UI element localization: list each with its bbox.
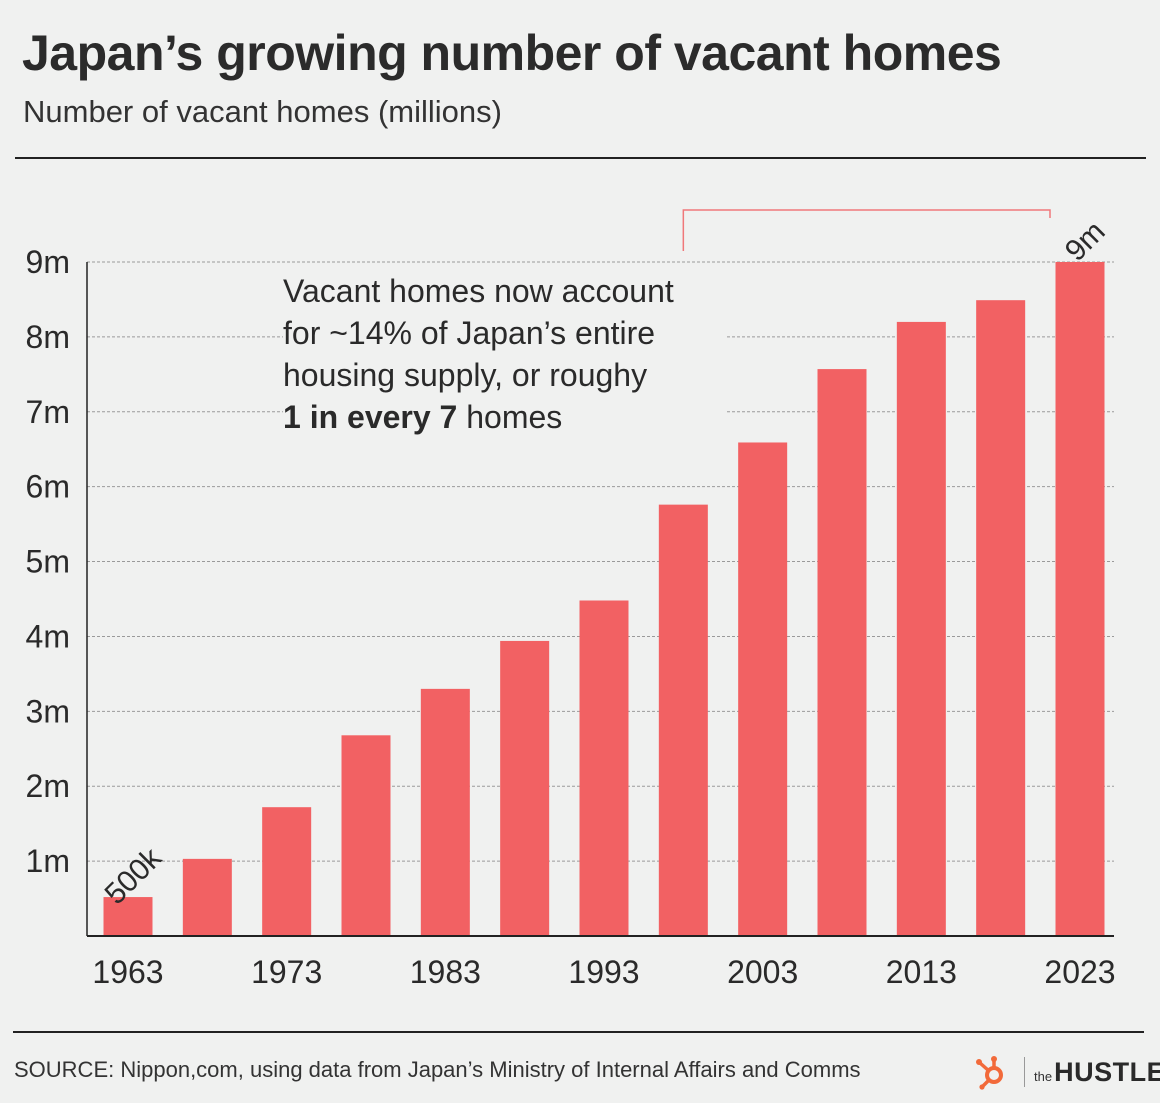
x-tick-label-2003: 2003 [727, 954, 798, 990]
bar-2013 [896, 321, 946, 936]
chart-title: Japan’s growing number of vacant homes [22, 25, 1002, 81]
y-tick-label: 5m [26, 544, 70, 580]
bar-1978 [341, 735, 391, 936]
x-tick-label-1963: 1963 [92, 954, 163, 990]
bar-1963 [103, 897, 153, 936]
hubspot-sprocket-icon [976, 1056, 1003, 1090]
y-tick-label: 4m [26, 618, 70, 654]
data-label-2023: 9m [1059, 215, 1112, 268]
annotation-line-1: Vacant homes now account [283, 273, 674, 309]
bar-2018 [976, 300, 1026, 936]
bar-1998 [658, 504, 708, 936]
y-tick-label: 6m [26, 469, 70, 505]
bar-1993 [579, 600, 629, 936]
y-tick-label: 8m [26, 319, 70, 355]
annotation-bold: 1 in every 7 [283, 399, 458, 435]
y-tick-label: 9m [26, 244, 70, 280]
logo-hustle-text: HUSTLE [1054, 1056, 1160, 1087]
y-tick-label: 2m [26, 768, 70, 804]
annotation-text: Vacant homes now account for ~14% of Jap… [283, 270, 727, 442]
bar-2003 [738, 442, 788, 936]
bar-2023 [1055, 262, 1105, 936]
annotation-bracket [682, 209, 1051, 251]
bar-2008 [817, 369, 867, 936]
brand-logo: the HUSTLE [974, 1052, 1160, 1092]
annotation-line-2: for ~14% of Japan’s entire [283, 315, 656, 351]
bar-chart: 1m 2m 3m 4m 5m 6m 7m 8m 9m 1963 1973 1983 1993 2003 20… [26, 209, 1116, 990]
annotation-line-4: 1 in every 7 homes [283, 396, 723, 438]
logo-the-text: the [1034, 1069, 1053, 1084]
x-tick-label-1973: 1973 [251, 954, 322, 990]
chart-subtitle: Number of vacant homes (millions) [23, 94, 502, 129]
bar-1968 [182, 858, 232, 936]
source-note: SOURCE: Nippon,com, using data from Japa… [14, 1057, 861, 1082]
annotation-tail: homes [457, 399, 563, 435]
annotation-line-3: housing supply, or roughy [283, 357, 648, 393]
bottom-divider [13, 1031, 1144, 1033]
bar-1983 [420, 688, 470, 936]
top-divider [15, 157, 1146, 159]
x-tick-label-1983: 1983 [410, 954, 481, 990]
y-tick-label: 3m [26, 693, 70, 729]
y-tick-label: 1m [26, 843, 70, 879]
y-tick-label: 7m [26, 394, 70, 430]
bar-1973 [262, 807, 312, 936]
logo-separator [1024, 1057, 1025, 1087]
x-tick-label-1993: 1993 [568, 954, 639, 990]
x-tick-label-2013: 2013 [886, 954, 957, 990]
bar-1988 [500, 640, 550, 936]
x-tick-label-2023: 2023 [1044, 954, 1115, 990]
